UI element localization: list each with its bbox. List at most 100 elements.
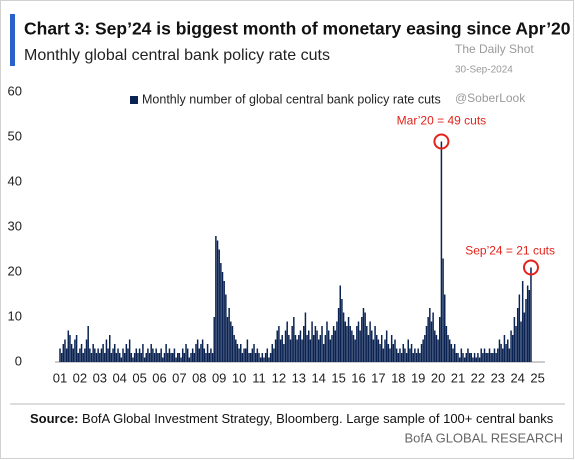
bar <box>389 348 391 362</box>
bar <box>289 339 292 362</box>
bar <box>347 317 350 362</box>
bar <box>440 141 443 362</box>
bar <box>94 348 96 362</box>
bar <box>283 344 285 362</box>
bar <box>371 330 373 362</box>
y-tick-label: 60 <box>8 83 22 98</box>
bar <box>77 353 79 362</box>
x-tick-label: 13 <box>292 370 306 385</box>
bar <box>437 339 439 362</box>
legend-label: Monthly number of global central bank po… <box>142 92 441 106</box>
bar <box>410 344 413 362</box>
bar <box>361 317 363 362</box>
bar <box>123 353 126 362</box>
title-accent <box>10 14 15 66</box>
bar <box>72 348 75 362</box>
bar <box>354 339 356 362</box>
bar <box>296 339 298 362</box>
bar <box>502 348 504 362</box>
bar <box>143 357 146 362</box>
bar <box>140 353 143 362</box>
bar <box>457 353 459 362</box>
bar <box>430 321 433 362</box>
bar <box>397 353 400 362</box>
bar <box>104 353 106 362</box>
bar <box>60 353 63 362</box>
bar <box>120 357 123 362</box>
bar <box>200 344 202 362</box>
bar <box>238 348 240 362</box>
bar <box>128 339 131 362</box>
bar <box>394 339 396 362</box>
bar <box>115 353 118 362</box>
bar <box>511 335 514 362</box>
bar <box>113 344 116 362</box>
bar <box>196 339 199 362</box>
bar <box>351 330 353 362</box>
bar <box>312 335 315 362</box>
bar <box>205 353 207 362</box>
bar <box>117 348 119 362</box>
bar <box>415 353 418 362</box>
bar <box>490 353 492 362</box>
bar <box>90 353 93 362</box>
bar <box>299 330 302 362</box>
bar <box>130 353 133 362</box>
bar <box>462 353 464 362</box>
bar <box>107 348 109 362</box>
bar <box>175 357 177 362</box>
bar <box>470 353 473 362</box>
bar <box>216 240 219 362</box>
bar <box>372 339 375 362</box>
bar <box>455 353 458 362</box>
bar <box>201 339 204 362</box>
bar <box>336 321 338 362</box>
bar <box>316 330 318 362</box>
bar <box>273 348 275 362</box>
bar <box>160 348 162 362</box>
bar <box>172 353 174 362</box>
bar <box>385 330 388 362</box>
bar <box>75 335 78 362</box>
bar <box>324 335 327 362</box>
watermark: The Daily Shot <box>455 42 534 56</box>
bar <box>526 285 529 362</box>
bar <box>185 344 187 362</box>
bar <box>475 357 477 362</box>
bar <box>382 348 385 362</box>
y-tick-label: 20 <box>8 263 22 278</box>
bar <box>186 348 189 362</box>
bar <box>319 335 322 362</box>
bar <box>374 326 376 362</box>
bar <box>138 348 141 362</box>
bar <box>263 357 265 362</box>
x-tick-label: 18 <box>391 370 405 385</box>
bar <box>170 353 172 362</box>
bar <box>155 348 157 362</box>
bar <box>112 348 114 362</box>
bar <box>221 272 224 362</box>
bar <box>274 339 277 362</box>
x-tick-label: 01 <box>53 370 67 385</box>
bar <box>301 339 303 362</box>
bar <box>74 339 76 362</box>
bar <box>183 353 186 362</box>
bar <box>326 321 328 362</box>
bar <box>304 312 307 362</box>
bar <box>85 339 88 362</box>
x-tick-label: 05 <box>132 370 146 385</box>
bar <box>167 353 169 362</box>
annotation: Mar’20 = 49 cuts <box>397 114 487 128</box>
x-tick-label: 20 <box>431 370 445 385</box>
x-tick-label: 16 <box>351 370 365 385</box>
bar <box>298 335 300 362</box>
highlight-circle <box>433 133 450 150</box>
bar <box>153 353 156 362</box>
bar <box>460 348 463 362</box>
bar <box>67 330 70 362</box>
bar <box>405 353 408 362</box>
bar <box>518 294 521 362</box>
bar <box>513 317 516 362</box>
bar <box>288 335 290 362</box>
bar <box>80 344 83 362</box>
